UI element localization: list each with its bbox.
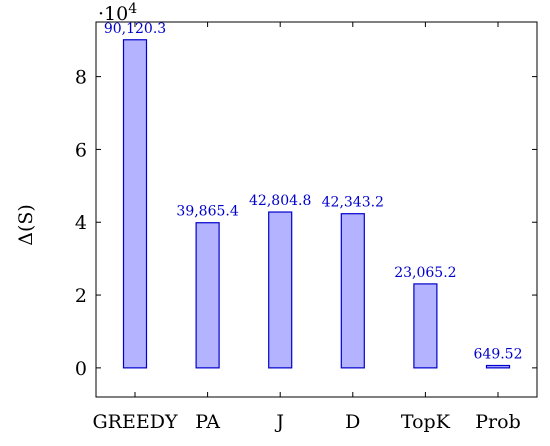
x-tick-label-pa: PA — [195, 411, 220, 433]
data-labels-group: 90,120.3 39,865.4 42,804.8 42,343.2 23,065.2… — [104, 21, 523, 363]
data-label-pa: 39,865.4 — [176, 204, 238, 220]
x-tick-label-topk: TopK — [401, 411, 451, 433]
y-tick-label-4: 8 — [75, 67, 87, 89]
y-scale-base: ·10 — [98, 3, 128, 25]
bar-pa — [195, 222, 220, 369]
bar-d — [340, 213, 365, 369]
bar-greedy — [122, 39, 148, 369]
x-tick-label-greedy: GREEDY — [93, 411, 178, 433]
y-tick-label-2: 4 — [75, 212, 87, 234]
data-label-greedy: 90,120.3 — [104, 21, 166, 37]
plot-frame — [95, 21, 538, 398]
data-label-d: 42,343.2 — [322, 195, 384, 211]
x-tick-label-j: J — [274, 411, 284, 433]
y-scale-exponent: 4 — [128, 1, 137, 17]
y-tick-label-0: 0 — [75, 358, 87, 380]
x-ticks-group: GREEDY PA J D TopK Prob — [93, 22, 521, 433]
bars-group — [122, 39, 511, 369]
x-tick-label-d: D — [345, 411, 360, 433]
data-label-prob: 649.52 — [474, 347, 523, 363]
x-tick-label-prob: Prob — [475, 411, 520, 433]
y-tick-label-1: 2 — [75, 285, 87, 307]
y-tick-label-3: 6 — [75, 139, 87, 161]
bar-prob — [485, 364, 511, 369]
y-axis-label: Δ(S) — [15, 204, 37, 246]
bar-topk — [413, 283, 438, 369]
bar-j — [268, 211, 293, 369]
y-scale-label: ·104 — [98, 1, 137, 25]
data-label-j: 42,804.8 — [249, 193, 311, 209]
y-ticks-group: 0 2 4 6 8 — [75, 67, 537, 380]
data-label-topk: 23,065.2 — [394, 265, 456, 281]
